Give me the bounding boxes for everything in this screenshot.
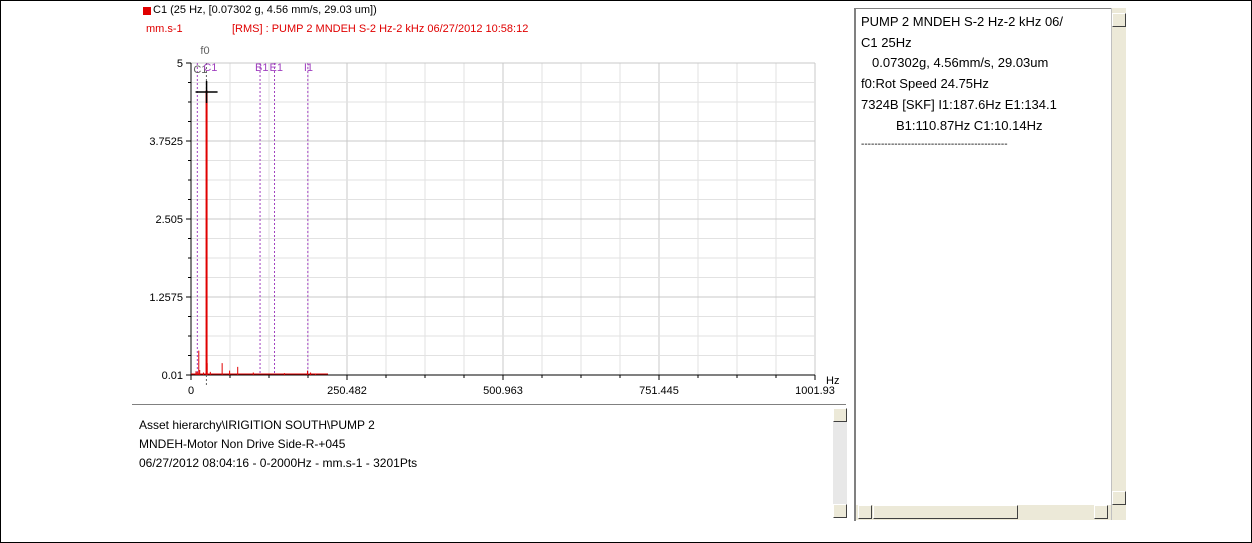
asset-hierarchy-path: Asset hierarchy\IRIGITION SOUTH\PUMP 2 (139, 418, 375, 432)
crosshair-cursor[interactable] (195, 81, 218, 103)
x-tick-label: 1001.93 (795, 385, 835, 397)
chart-axes: 5 3.7525 2.505 1.2575 0.01 0 250.482 500.963 751… (149, 58, 839, 397)
spectrum-chart-pane[interactable] (132, 1, 847, 404)
measurement-point: MNDEH-Motor Non Drive Side-R-+045 (139, 437, 346, 451)
rp-scroll-left-button[interactable] (858, 505, 872, 519)
rp-bearing-freqs: 7324B [SKF] I1:187.6Hz E1:134.1 (861, 97, 1057, 112)
x-axis-label: Hz (826, 375, 839, 387)
asset-info-pane: Asset hierarchy\IRIGITION SOUTH\PUMP 2 M… (132, 404, 846, 520)
info-scroll-down-button[interactable] (833, 504, 847, 518)
legend-rms-title: [RMS] : PUMP 2 MNDEH S-2 Hz-2 kHz 06/27/… (232, 23, 529, 35)
series-color-swatch (143, 7, 151, 15)
rp-cursor-values: 0.07302g, 4.56mm/s, 29.03um (872, 55, 1049, 70)
x-tick-label: 0 (188, 385, 194, 397)
rp-title: PUMP 2 MNDEH S-2 Hz-2 kHz 06/ (861, 14, 1064, 29)
marker-label-b1: B1 (255, 62, 268, 74)
info-scroll-track[interactable] (833, 422, 847, 504)
rp-cursor-freq: C1 25Hz (861, 35, 912, 50)
right-panel-hscrollbar[interactable] (856, 505, 1111, 520)
x-tick-label: 751.445 (639, 385, 679, 397)
y-tick-label: 1.2575 (149, 292, 183, 304)
marker-label-e1: E1 (270, 62, 283, 74)
marker-label-i1: I1 (304, 62, 313, 74)
x-tick-label: 250.482 (327, 385, 367, 397)
spectrum-series (191, 90, 329, 375)
legend-unit: mm.s-1 (146, 23, 183, 35)
measurement-details: 06/27/2012 08:04:16 - 0-2000Hz - mm.s-1 … (139, 456, 418, 470)
rp-bearing-freqs-2: B1:110.87Hz C1:10.14Hz (896, 118, 1043, 133)
marker-label-c1: C1 (193, 64, 207, 76)
rp-scroll-thumb[interactable] (873, 505, 1018, 519)
rp-separator: ----------------------------------------… (861, 139, 1008, 150)
rp-scroll-up-button[interactable] (1112, 13, 1126, 27)
y-tick-label: 3.7525 (149, 136, 183, 148)
y-tick-label: 5 (177, 58, 183, 70)
rp-scroll-down-button[interactable] (1112, 491, 1126, 505)
x-tick-label: 500.963 (483, 385, 523, 397)
chart-grid (190, 62, 816, 376)
info-pane-scrollbar[interactable] (833, 408, 847, 518)
rp-scroll-right-button[interactable] (1094, 505, 1108, 519)
right-panel-vscrollbar[interactable] (1111, 8, 1126, 520)
marker-label-f0: f0 (200, 45, 209, 57)
fault-frequency-panel: PUMP 2 MNDEH S-2 Hz-2 kHz 06/ C1 25Hz 0.… (854, 8, 1112, 521)
y-tick-label: 2.505 (155, 214, 183, 226)
info-scroll-up-button[interactable] (833, 408, 847, 422)
marker-label-c1: C1 (203, 62, 217, 74)
y-tick-label: 0.01 (162, 370, 183, 382)
rp-rot-speed: f0:Rot Speed 24.75Hz (861, 76, 989, 91)
legend-series-label: C1 (25 Hz, [0.07302 g, 4.56 mm/s, 29.03 … (153, 4, 377, 16)
